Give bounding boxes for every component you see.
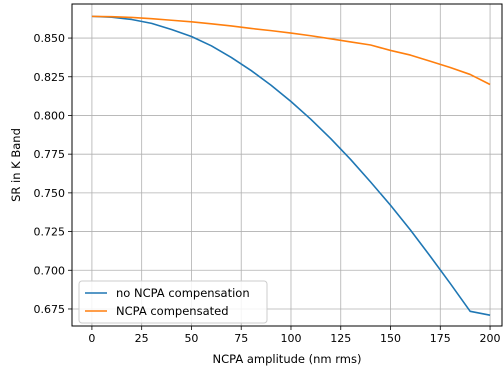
legend-label-no-ncpa: no NCPA compensation bbox=[116, 286, 250, 300]
y-tick-label: 0.775 bbox=[34, 148, 66, 161]
legend-box bbox=[78, 280, 268, 324]
x-tick-label: 50 bbox=[184, 332, 198, 345]
grid-lines bbox=[72, 4, 502, 326]
y-axis-label: SR in K Band bbox=[9, 128, 23, 202]
x-tick-label: 150 bbox=[380, 332, 401, 345]
y-tick-label: 0.675 bbox=[34, 303, 66, 316]
x-tick-label: 175 bbox=[430, 332, 451, 345]
legend: no NCPA compensation NCPA compensated bbox=[78, 280, 268, 324]
y-tick-label: 0.700 bbox=[34, 264, 66, 277]
x-tick-label: 0 bbox=[88, 332, 95, 345]
axis-ticks: 0 25 50 75 100 125 150 175 200 0.675 0.700 0.725 0.7… bbox=[34, 32, 501, 345]
x-tick-label: 125 bbox=[330, 332, 351, 345]
plot-frame bbox=[71, 3, 503, 327]
x-tick-label: 75 bbox=[234, 332, 248, 345]
series-line-0 bbox=[91, 15, 491, 316]
y-tick-label: 0.850 bbox=[34, 32, 66, 45]
y-tick-label: 0.750 bbox=[34, 187, 66, 200]
x-tick-label: 200 bbox=[480, 332, 501, 345]
y-tick-label: 0.800 bbox=[34, 109, 66, 122]
x-tick-label: 25 bbox=[135, 332, 149, 345]
y-tick-label: 0.825 bbox=[34, 71, 66, 84]
legend-label-ncpa-compensated: NCPA compensated bbox=[116, 304, 229, 318]
series-lines bbox=[91, 15, 491, 316]
x-tick-label: 100 bbox=[280, 332, 301, 345]
series-line-1 bbox=[91, 15, 491, 86]
y-tick-label: 0.725 bbox=[34, 226, 66, 239]
x-axis-label: NCPA amplitude (nm rms) bbox=[213, 352, 362, 366]
